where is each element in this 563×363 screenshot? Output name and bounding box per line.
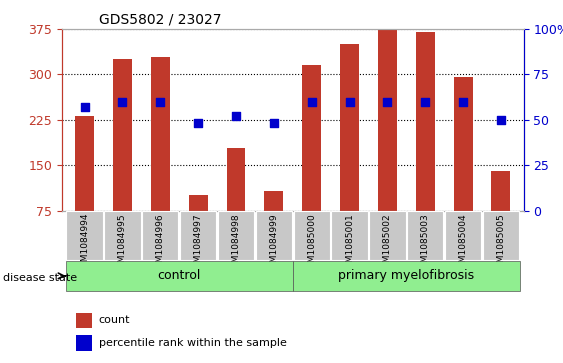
Bar	[104, 211, 141, 260]
Bar	[454, 77, 472, 211]
Bar	[378, 29, 397, 211]
Bar	[76, 313, 92, 328]
Point	[194, 121, 203, 126]
Bar	[151, 57, 170, 211]
Bar	[482, 211, 519, 260]
Text: GSM1085000: GSM1085000	[307, 213, 316, 274]
Bar	[75, 115, 94, 211]
Point	[421, 99, 430, 105]
Bar	[369, 211, 405, 260]
Bar	[491, 171, 510, 211]
Text: GSM1085004: GSM1085004	[458, 213, 467, 274]
Text: GDS5802 / 23027: GDS5802 / 23027	[99, 12, 221, 26]
Bar	[293, 211, 330, 260]
Bar	[265, 191, 283, 211]
Bar	[332, 211, 368, 260]
Point	[458, 99, 467, 105]
Text: disease state: disease state	[3, 273, 77, 283]
Text: control: control	[158, 269, 201, 282]
Text: GSM1084994: GSM1084994	[80, 213, 89, 273]
Point	[231, 113, 240, 119]
Bar	[66, 261, 293, 290]
Point	[497, 117, 506, 123]
Bar	[189, 195, 208, 211]
Text: GSM1084996: GSM1084996	[156, 213, 165, 274]
Text: GSM1084997: GSM1084997	[194, 213, 203, 274]
Bar	[218, 211, 254, 260]
Text: GSM1085001: GSM1085001	[345, 213, 354, 274]
Point	[345, 99, 354, 105]
Bar	[407, 211, 444, 260]
Text: primary myelofibrosis: primary myelofibrosis	[338, 269, 475, 282]
Bar	[66, 211, 103, 260]
Point	[118, 99, 127, 105]
Bar	[340, 44, 359, 211]
Text: GSM1085005: GSM1085005	[497, 213, 506, 274]
Bar	[293, 261, 520, 290]
Point	[383, 99, 392, 105]
Text: percentile rank within the sample: percentile rank within the sample	[99, 338, 287, 348]
Point	[307, 99, 316, 105]
Text: GSM1085002: GSM1085002	[383, 213, 392, 274]
Point	[80, 104, 89, 110]
Bar	[113, 59, 132, 211]
Text: GSM1084999: GSM1084999	[269, 213, 278, 274]
Bar	[76, 335, 92, 351]
Bar	[180, 211, 216, 260]
Bar	[142, 211, 178, 260]
Bar	[256, 211, 292, 260]
Bar	[226, 148, 245, 211]
Text: count: count	[99, 315, 131, 325]
Text: GSM1084995: GSM1084995	[118, 213, 127, 274]
Bar	[302, 65, 321, 211]
Text: GSM1084998: GSM1084998	[231, 213, 240, 274]
Point	[269, 121, 278, 126]
Bar	[415, 32, 435, 211]
Point	[156, 99, 165, 105]
Text: GSM1085003: GSM1085003	[421, 213, 430, 274]
Bar	[445, 211, 481, 260]
